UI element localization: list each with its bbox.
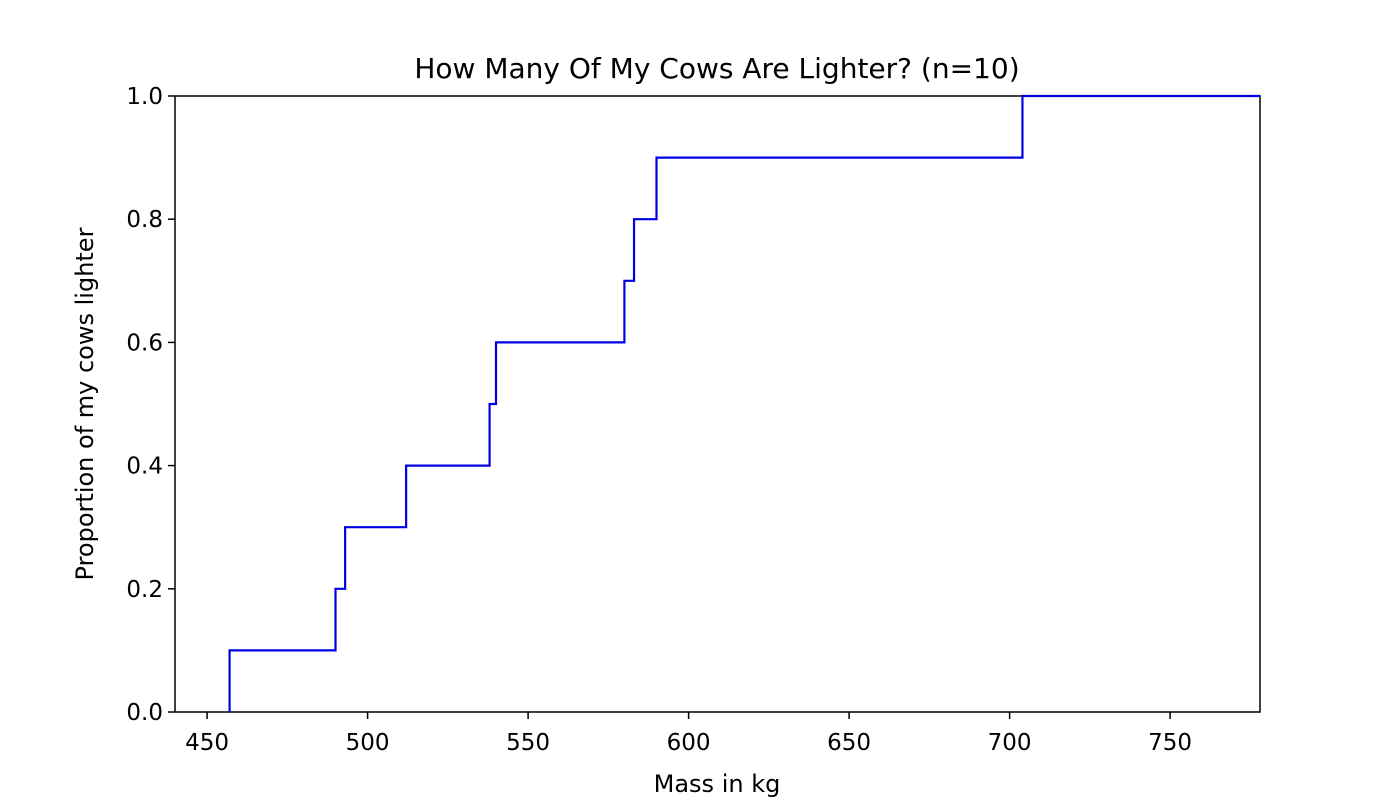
x-tick-label: 600 [667,730,711,756]
y-tick-label: 0.6 [126,330,163,356]
x-tick-label: 500 [346,730,390,756]
chart-title: How Many Of My Cows Are Lighter? (n=10) [414,52,1019,85]
x-tick-label: 750 [1148,730,1192,756]
x-tick-label: 700 [988,730,1032,756]
y-tick-label: 0.2 [126,577,163,603]
y-tick-label: 1.0 [126,84,163,110]
y-tick-label: 0.0 [126,700,163,726]
series-step-line [228,94,1260,712]
series-layer [228,94,1260,712]
y-tick-label: 0.4 [126,454,163,480]
x-tick-label: 650 [827,730,871,756]
x-tick-label: 550 [506,730,550,756]
x-axis-label: Mass in kg [654,770,781,798]
plot-frame [174,95,1261,713]
x-axis: 450 500 550 600 650 700 750 [185,712,1192,756]
x-tick-label: 450 [185,730,229,756]
y-axis: 0.0 0.2 0.4 0.6 0.8 1.0 [126,84,175,726]
y-axis-label: Proportion of my cows lighter [71,227,99,580]
y-tick-label: 0.8 [126,207,163,233]
